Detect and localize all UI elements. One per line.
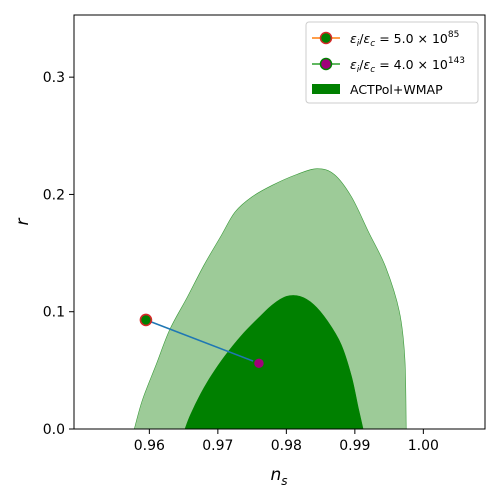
legend-label-1-value: = 5.0 × 10 xyxy=(375,31,448,46)
legend-label-2-eps-c: ε xyxy=(364,57,371,72)
contour-68-region xyxy=(184,295,364,430)
data-point-1 xyxy=(139,313,153,327)
legend-label-2-sub-c: c xyxy=(370,65,375,75)
x-tick-label: 1.00 xyxy=(408,438,439,454)
data-point-2 xyxy=(252,357,266,370)
legend-label-3: ACTPol+WMAP xyxy=(350,82,443,97)
legend-entry-2: εi/εc = 4.0 × 10143 xyxy=(312,56,465,75)
x-tick-label: 0.98 xyxy=(271,438,302,454)
y-tick-label: 0.0 xyxy=(43,422,65,438)
legend-entry-1: εi/εc = 5.0 × 1085 xyxy=(312,30,459,49)
legend-label-2-slash: / xyxy=(359,57,364,72)
legend-label-1: εi/εc = 5.0 × 1085 xyxy=(350,30,459,49)
legend-label-1-exponent: 85 xyxy=(448,30,459,40)
y-tick-label: 0.2 xyxy=(43,187,65,203)
legend-label-2-exponent: 143 xyxy=(448,56,465,66)
legend-label-2-sub-i: i xyxy=(357,65,360,75)
legend-entry-3: ACTPol+WMAP xyxy=(312,82,443,97)
x-axis-label-subscript: s xyxy=(281,474,287,488)
legend-label-1-sub-i: i xyxy=(357,39,360,49)
legend-label-1-slash: / xyxy=(359,31,364,46)
x-axis-label-base: n xyxy=(270,465,281,485)
legend-label-1-eps-i: ε xyxy=(350,31,357,46)
y-axis: 0.0 0.1 0.2 0.3 xyxy=(43,70,74,438)
legend-label-1-eps-c: ε xyxy=(364,31,371,46)
legend-swatch-region xyxy=(312,84,340,94)
x-tick-label: 0.99 xyxy=(339,438,370,454)
plot-area xyxy=(133,168,407,430)
legend-box xyxy=(305,21,479,104)
legend: εi/εc = 5.0 × 1085 εi/εc = 4.0 × 10143 A… xyxy=(305,21,479,104)
legend-label-2: εi/εc = 4.0 × 10143 xyxy=(350,56,465,75)
plot-frame xyxy=(73,14,486,430)
x-axis: 0.96 0.97 0.98 0.99 1.00 xyxy=(134,429,439,454)
y-tick-label: 0.3 xyxy=(43,70,65,86)
x-tick-label: 0.97 xyxy=(202,438,233,454)
x-tick-label: 0.96 xyxy=(134,438,165,454)
legend-label-1-sub-c: c xyxy=(370,39,375,49)
x-axis-label: ns xyxy=(270,465,287,488)
legend-marker-2 xyxy=(319,57,333,71)
legend-marker-1 xyxy=(319,31,333,45)
legend-label-2-value: = 4.0 × 10 xyxy=(375,57,448,72)
y-tick-label: 0.1 xyxy=(43,305,65,321)
connecting-line xyxy=(145,319,260,365)
legend-label-2-eps-i: ε xyxy=(350,57,357,72)
y-axis-label: r xyxy=(13,218,33,226)
